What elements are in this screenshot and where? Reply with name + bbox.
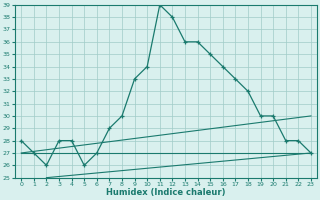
X-axis label: Humidex (Indice chaleur): Humidex (Indice chaleur) (106, 188, 226, 197)
